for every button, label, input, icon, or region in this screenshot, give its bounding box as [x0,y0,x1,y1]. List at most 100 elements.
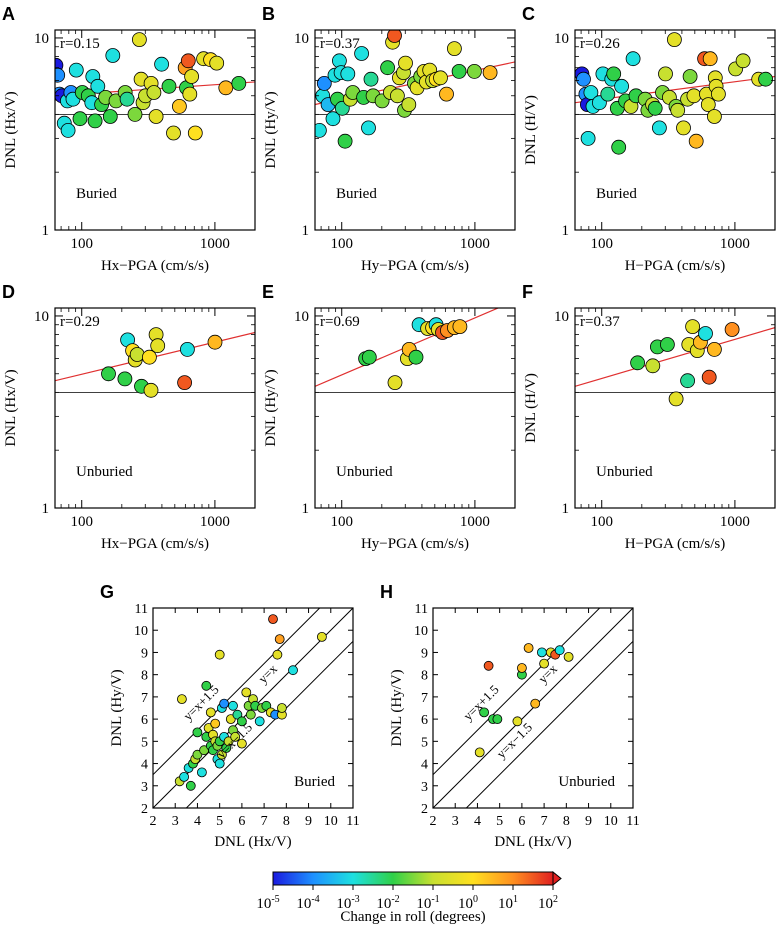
panels-layer: A 100 1000 1 10 r=0.15 Buried Hx−PGA (cm/s/s) DN… [2,4,776,850]
plot-area [315,308,515,393]
data-point [117,371,133,387]
y-axis-title: DNL (H/V) [523,373,539,443]
data-point [274,634,285,644]
data-point [554,645,565,656]
data-point [600,86,616,102]
data-point [658,66,673,82]
panel-a: A 100 1000 1 10 r=0.15 Buried Hx−PGA (cm/s/s) DN… [2,4,256,274]
x-tick-label: 100 [590,236,613,252]
panel-letter: D [2,282,15,302]
data-point [187,125,203,141]
y-tick-label: 4 [421,758,428,773]
data-point [680,373,695,389]
x-tick-label: 1000 [460,514,490,530]
x-tick-label: 100 [70,236,93,252]
y-tick-label: 1 [302,501,310,517]
category-label: Unburied [76,464,133,480]
y-tick-label: 3 [141,780,148,795]
data-point [180,53,196,69]
x-tick-label: 2 [430,814,437,829]
correlation-label: r=0.37 [320,36,360,52]
data-point [219,698,230,709]
category-label: Buried [76,186,117,202]
y-tick-label: 1 [42,501,50,517]
plot-frame [574,29,776,231]
data-point [272,649,283,660]
data-point [150,338,166,354]
data-point [688,133,704,149]
data-point [433,70,448,86]
x-tick-label: 4 [474,814,481,829]
x-tick-label: 10 [604,814,618,829]
data-point [241,687,252,698]
data-point [387,375,403,391]
plot-area [55,327,255,398]
data-point [179,772,190,782]
reference-line [433,608,633,808]
data-point [611,139,627,155]
data-point [340,66,356,82]
category-label: Buried [336,186,377,202]
correlation-label: r=0.69 [320,314,360,330]
data-point [171,99,187,114]
x-axis-title: Hy−PGA (cm/s/s) [361,258,469,274]
data-point [196,767,207,778]
x-tick-label: 5 [216,814,223,829]
data-point [337,133,353,149]
y-tick-label: 7 [141,691,148,706]
data-point [517,663,527,673]
colorbar-gradient [272,871,554,886]
y-tick-label: 4 [141,758,148,773]
x-tick-label: 1000 [720,236,750,252]
reference-line [185,640,353,808]
colorbar-tick-label: 10-1 [416,894,439,912]
data-point [101,366,116,382]
data-point [87,113,103,129]
data-point [268,614,278,624]
reference-line [153,608,321,776]
y-tick-label: 9 [421,646,428,661]
data-point [707,341,722,357]
plot-area [315,30,515,149]
panel-h: H223344556677889910101111y=x+1.5y=xy=x−1… [380,582,640,850]
y-tick-label: 6 [421,713,428,728]
data-point [176,694,187,704]
data-point [483,660,494,671]
y-axis-title: DNL (Hy/V) [389,669,405,746]
data-point [711,86,726,102]
plot-area [55,32,255,141]
data-point [647,100,663,116]
colorbar-tick-label: 10-3 [336,894,359,912]
data-point [182,86,198,102]
x-tick-label: 9 [585,814,592,829]
data-point [563,652,574,662]
data-point [652,120,667,136]
colorbar: 10-5 10-4 10-3 10-2 10-1 100 101 102 Change in … [256,870,562,925]
x-tick-label: 100 [330,514,353,530]
reference-line [433,608,601,776]
x-axis-title: Hy−PGA (cm/s/s) [361,536,469,552]
line-label: y=x+1.5 [180,682,222,724]
data-point [452,319,468,335]
data-point [668,391,684,407]
data-point [707,109,722,124]
data-point [408,349,424,365]
x-tick-label: 6 [518,814,525,829]
correlation-label: r=0.29 [60,314,100,330]
data-point [606,66,622,82]
data-point [228,700,238,711]
line-label: y=x−1.5 [493,720,535,762]
category-label: Buried [294,774,335,790]
panel-f: F 100 1000 1 10 r=0.37 Unburied H−PGA (cm/s/s) D… [522,282,776,552]
data-point [201,680,212,691]
data-point [363,71,379,87]
data-point [209,55,225,71]
plot-area [153,608,353,808]
data-point [276,703,287,713]
plot-frame [314,307,516,509]
data-point [685,319,700,335]
x-tick-label: 11 [346,814,359,829]
category-label: Buried [596,186,637,202]
panel-b: B 100 1000 1 10 r=0.37 Buried Hy−PGA (cm/s/s) DN… [262,4,516,274]
reference-line [465,640,633,808]
